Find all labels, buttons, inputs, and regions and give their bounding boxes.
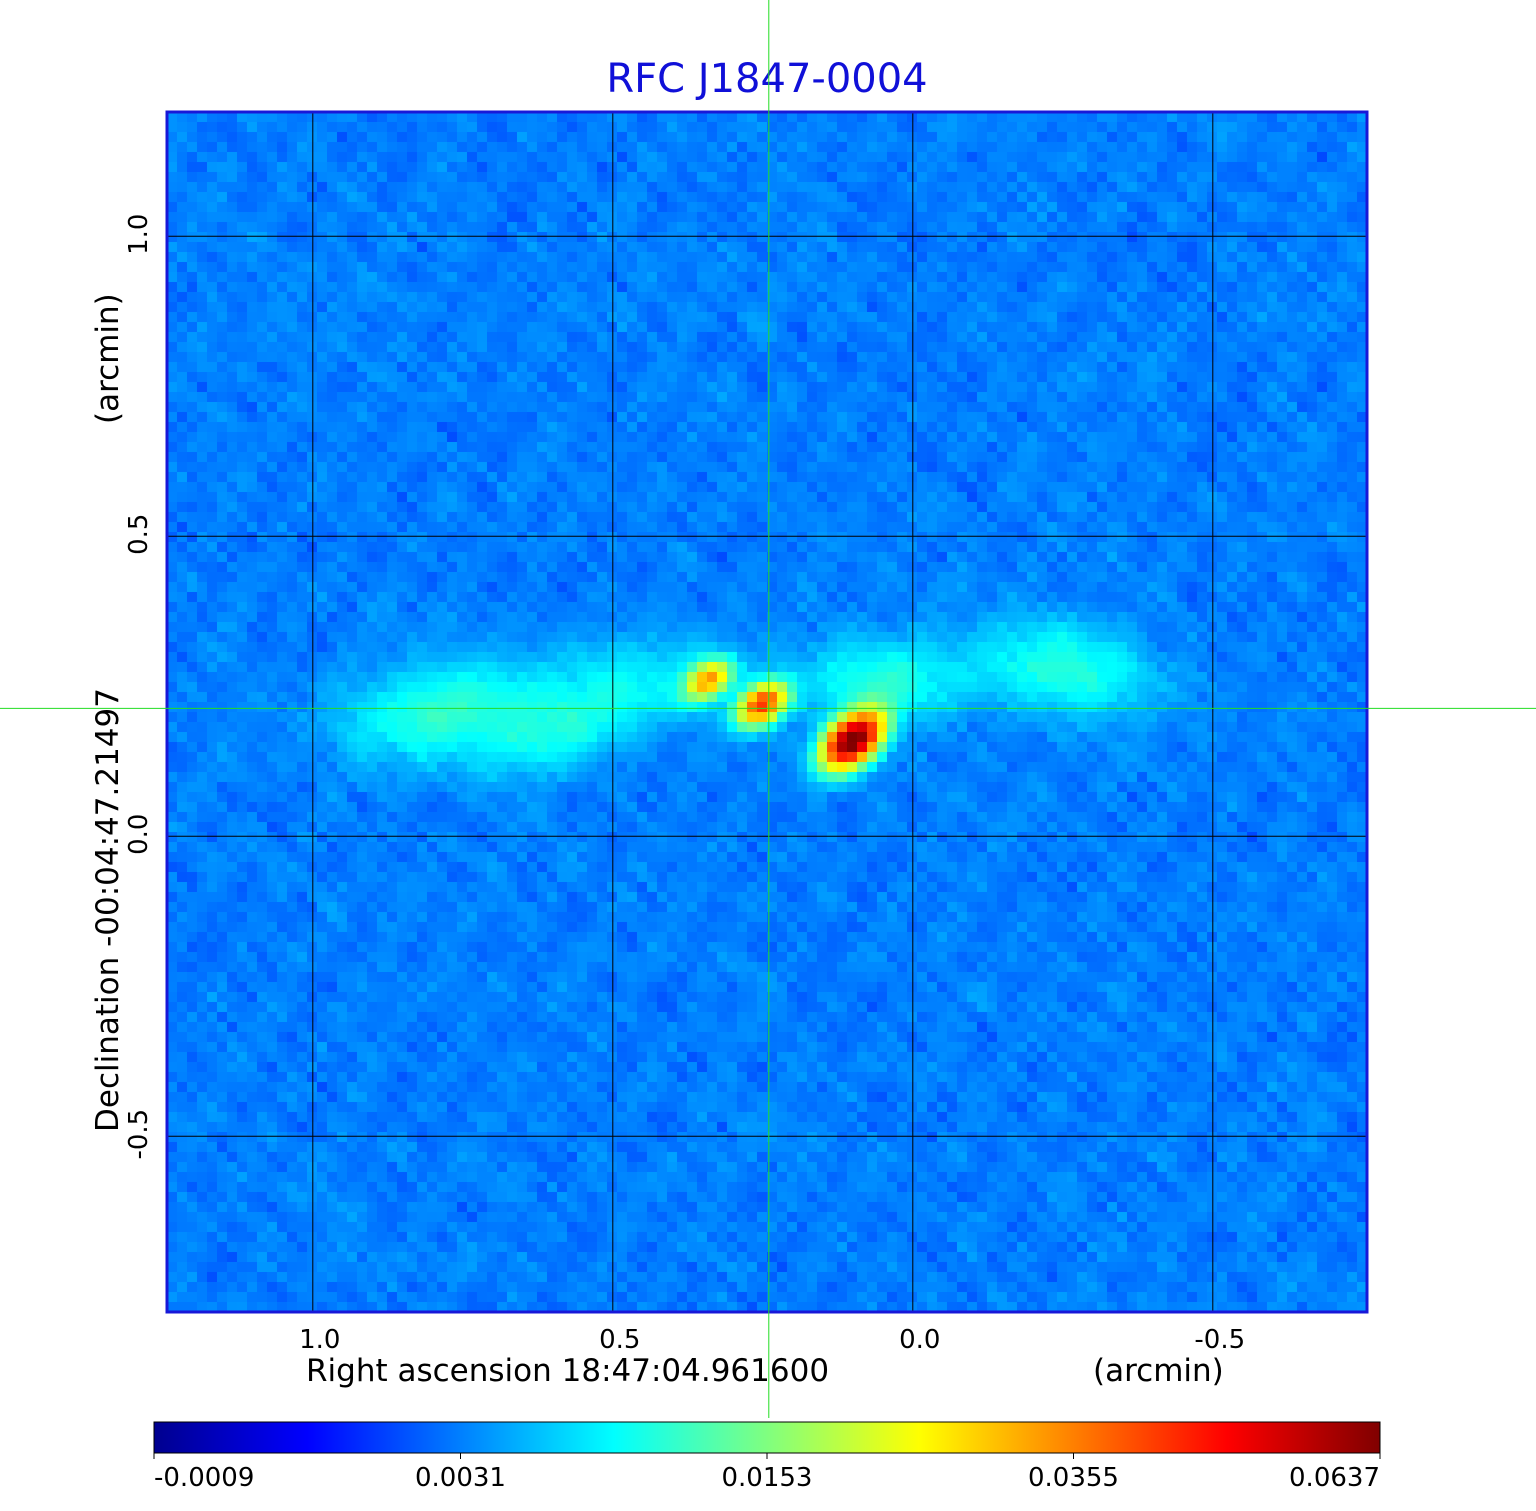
colorbar-gradient: [153, 1421, 1381, 1454]
colorbar-ticks: -0.0009 0.0031 0.0153 0.0355 0.0637: [153, 1453, 1381, 1493]
colorbar-tick-label: 0.0153: [722, 1463, 813, 1493]
y-axis-unit: (arcmin): [90, 293, 126, 424]
plot-area: [165, 110, 1369, 1314]
x-tick-label: 0.5: [599, 1325, 640, 1355]
x-tick-label: -0.5: [1194, 1325, 1245, 1355]
y-axis-label: Declination -00:04:47.21497: [90, 688, 126, 1132]
grid-lines: [167, 112, 1367, 1312]
x-axis-unit: (arcmin): [1093, 1353, 1224, 1389]
colorbar-tick-label: 0.0637: [1289, 1463, 1380, 1493]
y-tick-label: 0.5: [124, 514, 154, 555]
crosshair: [0, 0, 1536, 1418]
y-axis-ticks: 1.0 0.5 0.0 -0.5: [124, 214, 154, 1160]
x-tick-label: 0.0: [899, 1325, 940, 1355]
x-axis-label: Right ascension 18:47:04.961600: [306, 1353, 829, 1389]
heatmap-image: [167, 112, 1367, 1312]
colorbar-tick-label: 0.0355: [1028, 1463, 1119, 1493]
y-tick-label: 0.0: [124, 814, 154, 855]
chart-title: RFC J1847-0004: [606, 56, 927, 102]
x-tick-label: 1.0: [299, 1325, 340, 1355]
colorbar-tick-label: -0.0009: [154, 1463, 254, 1493]
colorbar: -0.0009 0.0031 0.0153 0.0355 0.0637: [153, 1421, 1381, 1493]
plot-frame: [165, 110, 1369, 1314]
x-axis-ticks: 1.0 0.5 0.0 -0.5: [299, 1325, 1245, 1355]
y-tick-label: 1.0: [124, 214, 154, 255]
y-tick-label: -0.5: [124, 1109, 154, 1160]
colorbar-tick-label: 0.0031: [415, 1463, 506, 1493]
